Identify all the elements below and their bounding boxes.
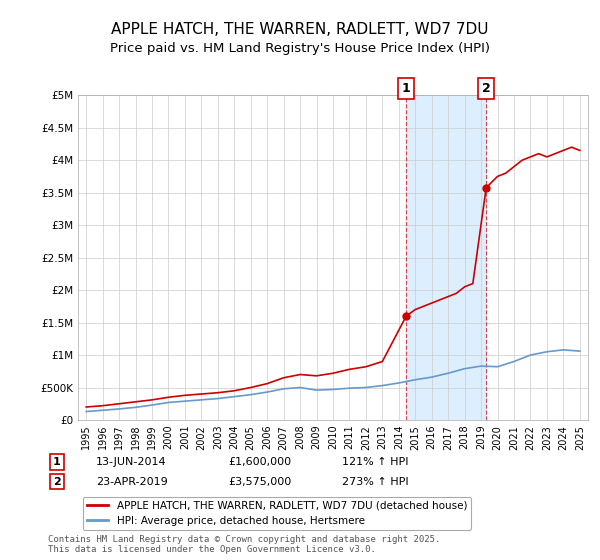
Text: 273% ↑ HPI: 273% ↑ HPI bbox=[342, 477, 409, 487]
Legend: APPLE HATCH, THE WARREN, RADLETT, WD7 7DU (detached house), HPI: Average price, : APPLE HATCH, THE WARREN, RADLETT, WD7 7D… bbox=[83, 497, 471, 530]
Text: 2: 2 bbox=[53, 477, 61, 487]
Bar bbox=[406, 95, 486, 420]
Text: 1: 1 bbox=[402, 82, 410, 95]
Text: £1,600,000: £1,600,000 bbox=[228, 457, 291, 467]
Text: Contains HM Land Registry data © Crown copyright and database right 2025.
This d: Contains HM Land Registry data © Crown c… bbox=[48, 535, 440, 554]
Text: Price paid vs. HM Land Registry's House Price Index (HPI): Price paid vs. HM Land Registry's House … bbox=[110, 42, 490, 55]
Text: 121% ↑ HPI: 121% ↑ HPI bbox=[342, 457, 409, 467]
Text: 13-JUN-2014: 13-JUN-2014 bbox=[96, 457, 167, 467]
Text: £3,575,000: £3,575,000 bbox=[228, 477, 291, 487]
Text: 1: 1 bbox=[53, 457, 61, 467]
Text: APPLE HATCH, THE WARREN, RADLETT, WD7 7DU: APPLE HATCH, THE WARREN, RADLETT, WD7 7D… bbox=[111, 22, 489, 38]
Text: 23-APR-2019: 23-APR-2019 bbox=[96, 477, 168, 487]
Text: 2: 2 bbox=[482, 82, 491, 95]
